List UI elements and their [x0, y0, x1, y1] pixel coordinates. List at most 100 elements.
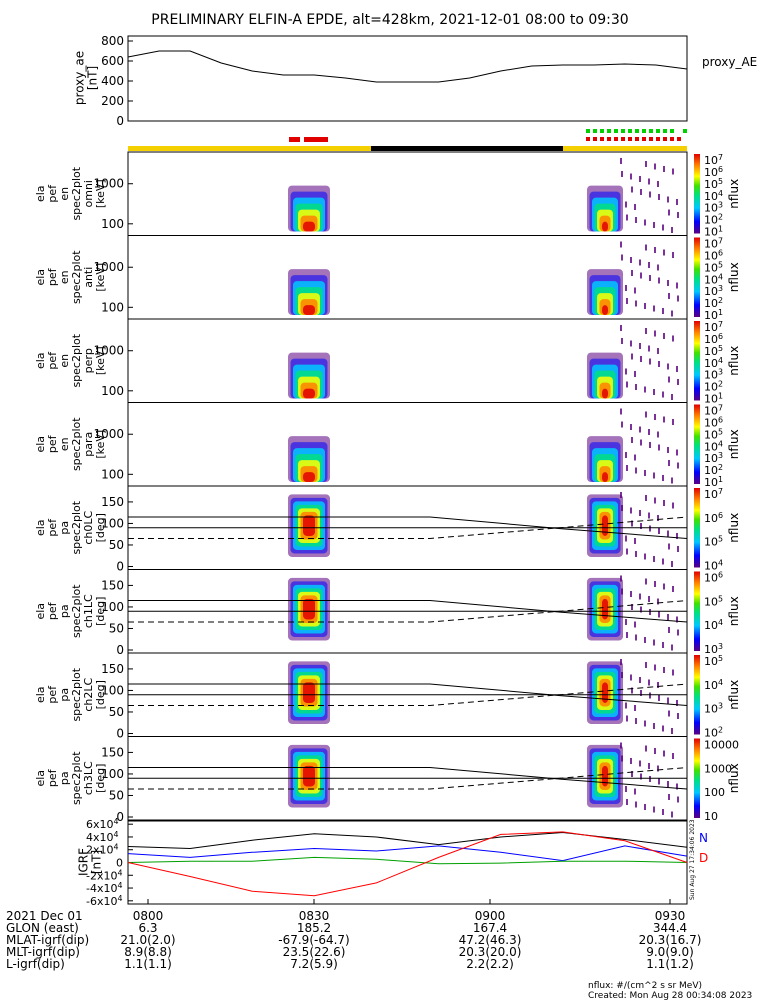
- science-dash: [656, 129, 660, 133]
- colorbar-tick: 104: [704, 618, 723, 632]
- table-cell: 7.2(5.9): [290, 957, 338, 971]
- ytick-label: 50: [109, 538, 124, 552]
- colorbar-tick: 105: [704, 594, 723, 608]
- science-dash: [683, 129, 687, 133]
- igrf-legend-n: N: [699, 831, 708, 845]
- proxy-ae-ylabel: proxy_ae [nT]: [73, 51, 100, 105]
- axis-label-line: proxy_ae: [73, 51, 87, 105]
- igrf-series-line: [128, 846, 687, 861]
- spec-panel-ch2lc: ela pef pa spec2plot ch2LC [deg]1501005001051…: [34, 653, 741, 741]
- science-dash: [656, 137, 660, 141]
- spec-axis-label: ela pef en spec2plot omni [keV]: [34, 166, 107, 220]
- colorbar-tick: 103: [704, 702, 723, 716]
- colorbar-label: nflux: [727, 596, 741, 626]
- spec-panel-ch0lc: ela pef pa spec2plot ch0LC [deg]1501005001071…: [34, 486, 741, 574]
- science-dash: [670, 137, 674, 141]
- ytick-label: 150: [101, 745, 124, 759]
- axis-label-line: IGRF: [77, 848, 91, 876]
- colorbar-tick: 105: [704, 535, 723, 549]
- units-note: nflux: #/(cm^2 s sr MeV): [588, 981, 702, 991]
- spec-axis-label: ela pef en spec2plot perp [keV]: [34, 333, 107, 387]
- colorbar-label: nflux: [727, 429, 741, 459]
- plot-title: PRELIMINARY ELFIN-A EPDE, alt=428km, 202…: [151, 12, 628, 28]
- science-dash: [649, 129, 653, 133]
- ytick-label: 1000: [93, 260, 124, 274]
- science-dash: [593, 137, 597, 141]
- science-dash: [628, 137, 632, 141]
- ytick-label: 50: [109, 705, 124, 719]
- science-dash: [621, 137, 625, 141]
- created-note: Created: Mon Aug 28 00:34:08 2023: [588, 991, 752, 1000]
- ytick-label: 0: [116, 727, 124, 741]
- colorbar: [694, 739, 700, 819]
- science-dash: [642, 129, 646, 133]
- spec-axis-label: ela pef pa spec2plot ch3LC [deg]: [34, 751, 107, 805]
- flux-blobs: [288, 242, 679, 317]
- dash-markers: [586, 129, 687, 141]
- science-dash: [586, 137, 590, 141]
- ytick-label: 600: [101, 54, 124, 68]
- colorbar-label: nflux: [727, 763, 741, 793]
- ytick-label: 100: [101, 600, 124, 614]
- proxy-ae-label: proxy_AE: [702, 55, 757, 69]
- colorbar-tick: 106: [704, 571, 723, 585]
- ytick-label: 50: [109, 621, 124, 635]
- science-dash: [586, 129, 590, 133]
- bottom-table: 2021 Dec 01 0800 0830 0900 0930GLON (east) 6.…: [6, 899, 701, 971]
- igrf-legend-d: D: [699, 851, 708, 865]
- proxy-ae-line: [128, 51, 687, 82]
- colorbar-tick: 106: [704, 511, 723, 525]
- science-dash: [677, 137, 681, 141]
- table-row-label: L-igrf(dip): [6, 957, 65, 971]
- ytick-label: 0: [116, 114, 124, 128]
- flux-blobs: [288, 743, 679, 818]
- science-dash: [663, 129, 667, 133]
- colorbar: [694, 655, 700, 735]
- science-dash: [670, 129, 674, 133]
- science-dash: [628, 129, 632, 133]
- science-dash: [593, 129, 597, 133]
- spec-axis-label: ela pef en spec2plot anti [keV]: [34, 250, 107, 304]
- igrf-panel: 6x1044x1042x1040-2x104-4x104-6x104 IGRF[…: [77, 817, 709, 908]
- colorbar-tick: 10: [704, 810, 718, 823]
- shadow-segment: [371, 146, 563, 151]
- colorbar-tick: 107: [704, 487, 723, 501]
- colorbar: [694, 405, 700, 485]
- flux-blobs: [288, 158, 679, 233]
- colorbar-tick: 100: [704, 786, 725, 799]
- ytick-label: 150: [101, 495, 124, 509]
- science-dash: [642, 137, 646, 141]
- igrf-series-line: [128, 857, 687, 863]
- spec-axis-label: ela pef pa spec2plot ch0LC [deg]: [34, 500, 107, 554]
- science-zone-marker: [289, 137, 300, 142]
- flux-blobs: [288, 576, 679, 651]
- ytick-label: 200: [101, 94, 124, 108]
- flux-blobs: [288, 492, 679, 567]
- colorbar: [694, 488, 700, 568]
- ytick-label: 0: [116, 643, 124, 657]
- colorbar-label: nflux: [727, 680, 741, 710]
- table-cell: 1.1(1.1): [124, 957, 172, 971]
- spec-axis-label: ela pef en spec2plot para [keV]: [34, 417, 107, 471]
- science-dash: [621, 129, 625, 133]
- colorbar-tick: 102: [704, 726, 723, 740]
- igrf-ylabel: IGRF [nT]: [77, 848, 104, 876]
- colorbar-tick: 105: [704, 654, 723, 668]
- igrf-axis-label: IGRF [nT]: [77, 848, 104, 876]
- ytick-label: 150: [101, 578, 124, 592]
- colorbar-label: nflux: [727, 179, 741, 209]
- spec-panel-para: ela pef en spec2plot para [keV]10001001071061…: [34, 403, 741, 490]
- colorbar: [694, 572, 700, 652]
- science-dash: [607, 137, 611, 141]
- spec-panel-anti: ela pef en spec2plot anti [keV]10001001071061…: [34, 236, 741, 323]
- flux-blobs: [288, 325, 679, 400]
- science-dash: [614, 129, 618, 133]
- ytick-label: 0: [116, 560, 124, 574]
- science-dash: [600, 129, 604, 133]
- ytick-label: 50: [109, 788, 124, 802]
- igrf-series-line: [128, 832, 687, 896]
- ytick-label: 100: [101, 384, 124, 398]
- ytick-label: 1000: [93, 427, 124, 441]
- colorbar-label: nflux: [727, 346, 741, 376]
